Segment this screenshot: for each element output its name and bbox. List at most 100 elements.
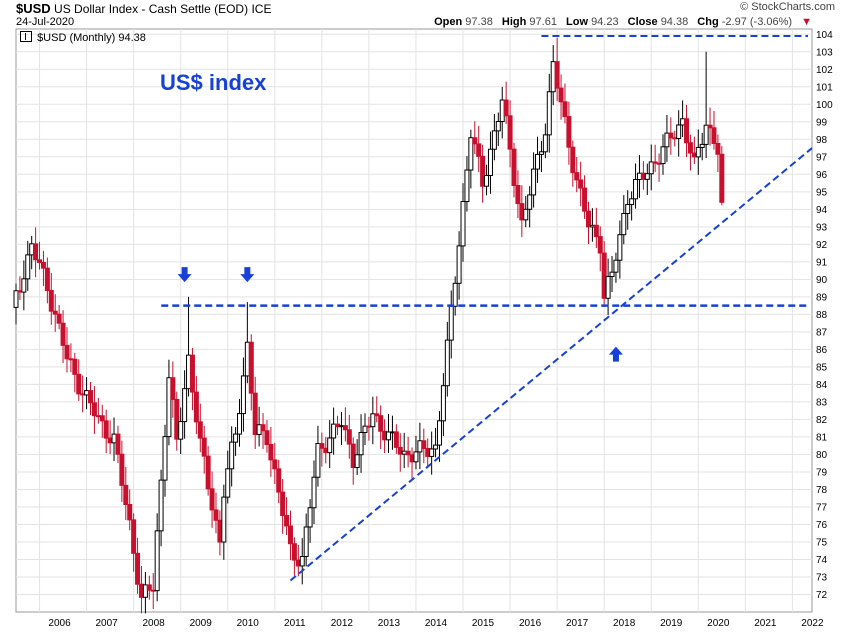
candle-body	[342, 425, 348, 431]
candle-body	[107, 437, 113, 444]
candle-body	[182, 388, 188, 423]
candle-body	[233, 433, 239, 443]
candle-body	[527, 194, 533, 210]
candle-body	[103, 420, 109, 439]
candle-body	[644, 173, 650, 180]
candle-body	[37, 259, 43, 263]
close-label: Close	[627, 16, 658, 28]
candle-body	[703, 124, 709, 145]
candle-body	[221, 496, 227, 543]
down-triangle-icon: ▼	[801, 16, 812, 28]
candle-body	[574, 172, 580, 181]
candle-body	[413, 451, 419, 463]
exchange-name: ICE	[251, 2, 272, 16]
candle-body	[440, 385, 446, 422]
candle-body	[76, 373, 82, 395]
candle-body	[307, 507, 313, 528]
y-tick-label: 94	[816, 205, 828, 216]
candle-body	[719, 153, 725, 203]
candle-body	[299, 555, 305, 567]
candle-body	[362, 425, 368, 434]
candle-body	[284, 515, 290, 527]
y-tick-label: 95	[816, 187, 828, 198]
candle-body	[433, 444, 439, 450]
candle-body	[480, 155, 486, 187]
candle-body	[111, 433, 117, 444]
candle-body	[711, 127, 717, 144]
x-tick-label: 2010	[237, 618, 260, 629]
candle-body	[668, 132, 674, 139]
candle-body	[393, 431, 399, 448]
down-arrow-icon	[240, 267, 255, 283]
candle-body	[72, 358, 78, 375]
candle-body	[95, 415, 101, 418]
y-tick-label: 79	[816, 467, 828, 478]
candle-body	[378, 415, 384, 432]
candle-body	[507, 115, 513, 150]
candle-body	[487, 148, 493, 176]
candle-body	[609, 271, 615, 278]
candle-body	[582, 187, 588, 212]
y-tick-label: 72	[816, 590, 828, 601]
candle-body	[605, 276, 611, 299]
candle-body	[287, 525, 293, 545]
candle-body	[237, 413, 243, 435]
candle-body	[499, 99, 505, 123]
y-tick-label: 87	[816, 327, 828, 338]
candle-body	[676, 124, 682, 139]
high-value: 97.61	[529, 16, 557, 28]
candle-body	[256, 424, 262, 436]
candle-body	[401, 450, 407, 455]
candle-body	[542, 134, 548, 153]
candle-body	[323, 447, 329, 454]
candle-body	[597, 236, 603, 254]
y-tick-label: 99	[816, 117, 828, 128]
instrument-name: US Dollar Index - Cash Settle (EOD)	[54, 2, 249, 16]
x-tick-label: 2011	[284, 618, 306, 629]
candle-body	[695, 146, 701, 158]
brand-watermark: © StockCharts.com	[740, 1, 835, 13]
close-value: 94.38	[660, 16, 689, 28]
candle-body	[601, 252, 607, 299]
x-tick-label: 2008	[143, 618, 166, 629]
candle-body	[268, 444, 274, 461]
candle-body	[468, 137, 474, 171]
candle-body	[248, 341, 254, 394]
x-tick-label: 2020	[707, 618, 730, 629]
y-tick-label: 81	[816, 432, 828, 443]
candle-body	[633, 179, 639, 200]
y-tick-label: 73	[816, 572, 828, 583]
candle-body	[358, 432, 364, 456]
open-value: 97.38	[465, 16, 493, 28]
ohlc-readout: Open 97.38 High 97.61 Low 94.23 Close 94…	[434, 16, 812, 28]
candle-body	[386, 431, 392, 441]
ticker-symbol: $USD	[16, 1, 51, 16]
x-tick-label: 2007	[95, 618, 118, 629]
candle-body	[684, 118, 690, 144]
candle-body	[503, 99, 509, 117]
y-tick-label: 98	[816, 135, 828, 146]
candle-body	[566, 116, 572, 148]
candle-body	[123, 484, 129, 505]
candle-body	[370, 413, 376, 428]
candle-body	[205, 455, 211, 490]
candle-body	[178, 421, 184, 440]
x-tick-label: 2021	[754, 618, 777, 629]
candle-body	[648, 161, 654, 175]
candle-body	[578, 179, 584, 189]
candle-body	[570, 146, 576, 174]
legend-label: $USD (Monthly) 94.38	[37, 32, 146, 44]
candle-body	[652, 161, 658, 164]
candle-body	[374, 413, 380, 417]
y-tick-label: 91	[816, 257, 828, 268]
candle-body	[25, 254, 31, 280]
candle-body	[295, 559, 301, 567]
candle-body	[554, 61, 560, 89]
symbol-line: $USD US Dollar Index - Cash Settle (EOD)…	[16, 1, 271, 16]
candle-body	[189, 354, 195, 393]
chg-value: -2.97 (-3.06%)	[721, 16, 793, 28]
candle-body	[409, 454, 415, 463]
candle-body	[213, 509, 219, 521]
y-tick-label: 97	[816, 152, 828, 163]
y-tick-label: 89	[816, 292, 828, 303]
